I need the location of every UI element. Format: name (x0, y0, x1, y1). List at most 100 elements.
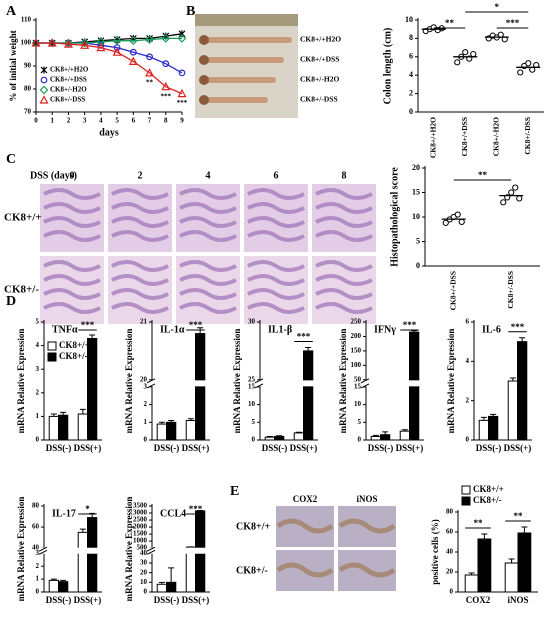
y-tick-label: 21 (140, 318, 148, 326)
colon-tip (199, 35, 209, 45)
x-tick-label: iNOS (507, 595, 528, 605)
legend-marker (41, 97, 48, 104)
y-tick-label: 3 (36, 365, 40, 373)
bar (465, 575, 478, 592)
panel-label: E (230, 484, 239, 499)
bar (400, 431, 409, 440)
point (518, 70, 523, 75)
panel-label: A (6, 4, 17, 19)
point (526, 61, 531, 66)
legend-swatch (462, 497, 470, 505)
panel-label: D (6, 294, 16, 309)
bar (49, 580, 58, 592)
colon-tip (199, 55, 209, 65)
legend-swatch (48, 342, 56, 350)
y-axis-label: mRNA Relative Expression (124, 497, 134, 602)
point (463, 50, 468, 55)
series-line (36, 38, 182, 43)
y-tick-label: 5 (252, 418, 256, 426)
significance: ** (445, 18, 455, 28)
x-tick-label: 8 (164, 117, 168, 125)
row-label: CK8+/- (4, 284, 39, 296)
panel-label: B (186, 4, 195, 19)
significance: ** (474, 518, 484, 528)
axis-break (148, 548, 210, 554)
bar (88, 339, 97, 440)
y-tick-label: 30 (248, 318, 256, 326)
photo-label: CK8+/+H2O (300, 35, 341, 44)
colon (202, 37, 292, 43)
row-label: CK8+/+ (4, 212, 42, 224)
x-axis-label: days (99, 127, 119, 138)
legend-swatch (462, 486, 470, 494)
y-tick-label: 110 (21, 16, 32, 24)
y-axis-label: Histopathological score (389, 167, 400, 267)
bar (381, 435, 390, 440)
y-tick-label: 2 (409, 88, 413, 97)
significance: *** (403, 320, 417, 330)
x-tick-label: DSS(+) (74, 595, 102, 605)
legend-label: CK8+/+ (59, 340, 90, 350)
y-tick-label: 4 (466, 357, 470, 365)
y-tick-label: 3000 (133, 509, 148, 517)
point (501, 200, 506, 205)
chart-title: IL1-β (268, 324, 292, 335)
column-label: 8 (342, 170, 347, 181)
bar (489, 416, 498, 440)
y-tick-label: 20 (412, 163, 420, 172)
x-tick-label: DSS(+) (504, 443, 532, 453)
bar (88, 518, 97, 592)
y-tick-label: 15 (412, 187, 420, 196)
y-tick-label: 40 (446, 548, 454, 556)
chart-title: CCL4 (160, 508, 186, 519)
y-tick-label: 200 (351, 332, 362, 340)
y-tick-label: 500 (137, 544, 148, 552)
legend-marker (41, 67, 47, 74)
y-tick-label: 15 (354, 383, 362, 391)
chart-title: IFNγ (374, 324, 396, 335)
y-tick-label: 60 (32, 523, 40, 531)
error-bar (521, 527, 527, 533)
x-tick-label: CK8+/-DSS (523, 117, 532, 155)
y-tick-label: 0 (144, 436, 148, 444)
y-tick-label: 3500 (133, 502, 148, 510)
point (459, 219, 464, 224)
x-tick-label: DSS(+) (182, 443, 210, 453)
bar (78, 532, 87, 592)
axis-break (40, 548, 102, 554)
axis-break (256, 380, 318, 386)
x-tick-label: DSS(-) (154, 595, 180, 605)
bar (518, 342, 527, 440)
ruler (195, 14, 298, 26)
y-tick-label: 10 (412, 212, 420, 221)
y-tick-label: 25 (248, 375, 256, 383)
x-tick-label: CK8+/-DSS (506, 271, 515, 309)
error-bar (89, 335, 95, 339)
x-tick-label: DSS(+) (290, 443, 318, 453)
significance: ** (146, 79, 154, 87)
bar (479, 420, 488, 440)
y-axis-label: positive cells (%) (430, 519, 440, 585)
significance: ** (478, 170, 488, 180)
y-tick-label: 2 (36, 562, 40, 570)
x-tick-label: CK8+/+H2O (428, 117, 437, 158)
error-bar (509, 559, 515, 563)
x-tick-label: 7 (148, 117, 152, 125)
colon-tip (199, 75, 209, 85)
legend-marker (41, 87, 48, 94)
point (513, 185, 518, 190)
row-label: CK8+/- (236, 565, 268, 576)
column-label: 0 (70, 170, 75, 181)
y-tick-label: 0 (36, 588, 40, 596)
column-label: 2 (138, 170, 143, 181)
y-tick-label: 2 (466, 396, 470, 404)
y-tick-label: 1000 (133, 537, 148, 545)
bar (371, 436, 380, 440)
y-tick-label: 1500 (133, 530, 148, 538)
y-tick-label: 100 (21, 39, 32, 47)
y-tick-label: 2500 (133, 516, 148, 524)
x-tick-label: 6 (132, 117, 136, 125)
y-axis-label: mRNA Relative Expression (16, 497, 26, 602)
bar (294, 433, 303, 440)
significance: *** (177, 99, 188, 107)
